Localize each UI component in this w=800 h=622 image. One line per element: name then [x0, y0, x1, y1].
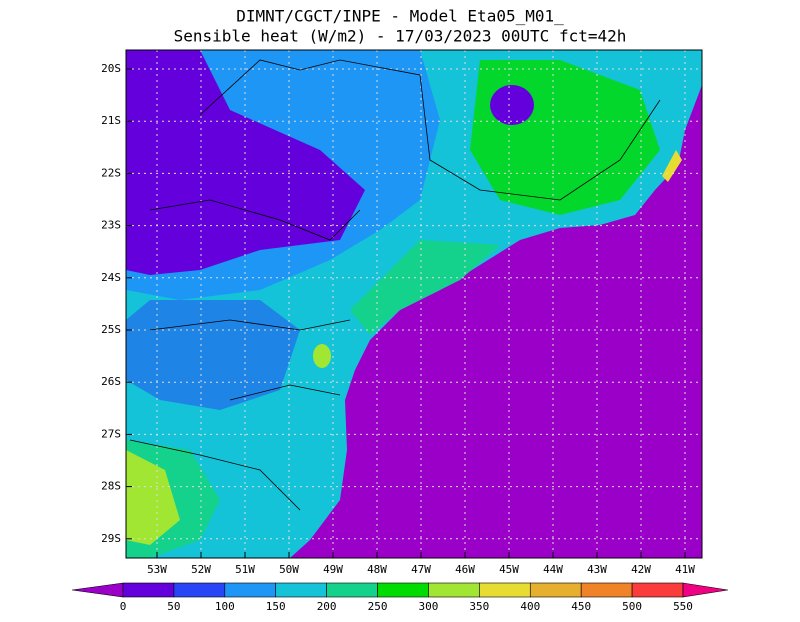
- colorbar-label: 100: [215, 600, 235, 613]
- lon-label: 52W: [191, 563, 211, 576]
- lon-label: 44W: [543, 563, 563, 576]
- lat-label: 23S: [101, 219, 121, 232]
- graticule: [126, 50, 702, 558]
- lon-label: 53W: [147, 563, 167, 576]
- colorbar-box: [428, 582, 480, 598]
- borders: [129, 59, 661, 511]
- colorbar-box: [275, 582, 327, 598]
- colorbar-label: 350: [469, 600, 489, 613]
- lat-label: 29S: [101, 532, 121, 545]
- colorbar-label: 50: [167, 600, 180, 613]
- title-line: DIMNT/CGCT/INPE - Model Eta05_M01_: [236, 7, 564, 26]
- lon-label: 42W: [631, 563, 651, 576]
- lat-label: 22S: [101, 166, 121, 179]
- title-line: Sensible heat (W/m2) - 17/03/2023 00UTC …: [174, 27, 627, 46]
- colorbar-label: 150: [266, 600, 286, 613]
- field-blob: [490, 85, 534, 125]
- map-frame: [125, 49, 703, 559]
- lon-label: 45W: [499, 563, 519, 576]
- colorbar-box: [326, 582, 378, 598]
- lat-label: 20S: [101, 62, 121, 75]
- lat-label: 25S: [101, 323, 121, 336]
- colorbar-box: [224, 582, 277, 598]
- lat-label: 28S: [101, 480, 121, 493]
- field-blob: [126, 50, 365, 275]
- colorbar-label: 200: [317, 600, 337, 613]
- lat-label: 24S: [101, 271, 121, 284]
- colorbar-box: [122, 582, 175, 598]
- colorbar-label: 250: [368, 600, 388, 613]
- lon-label: 43W: [587, 563, 607, 576]
- colorbar-box: [580, 582, 633, 598]
- lat-label: 27S: [101, 427, 121, 440]
- colorbar-box: [479, 582, 531, 598]
- lon-label: 48W: [367, 563, 387, 576]
- colorbar-arrow: [682, 582, 729, 598]
- colorbar-label: 550: [673, 600, 693, 613]
- lon-label: 49W: [323, 563, 343, 576]
- lon-label: 41W: [675, 563, 695, 576]
- lon-label: 50W: [279, 563, 299, 576]
- colorbar-label: 500: [622, 600, 642, 613]
- field-blob: [313, 344, 331, 368]
- lat-label: 21S: [101, 114, 121, 127]
- field-blob: [350, 240, 500, 335]
- colorbar-label: 400: [520, 600, 540, 613]
- colorbar-label: 300: [419, 600, 439, 613]
- colorbar-box: [529, 582, 582, 598]
- colorbar-label: 450: [571, 600, 591, 613]
- map-field: [126, 50, 702, 558]
- colorbar-label: 0: [120, 600, 127, 613]
- field-blob: [680, 120, 702, 190]
- field-blob: [662, 150, 682, 182]
- lon-label: 51W: [235, 563, 255, 576]
- field-blob: [126, 450, 180, 545]
- colorbar-arrow: [71, 582, 124, 598]
- lat-label: 26S: [101, 375, 121, 388]
- colorbar-box: [631, 582, 684, 598]
- colorbar-box: [173, 582, 226, 598]
- lon-label: 46W: [455, 563, 475, 576]
- colorbar-box: [377, 582, 429, 598]
- lon-label: 47W: [411, 563, 431, 576]
